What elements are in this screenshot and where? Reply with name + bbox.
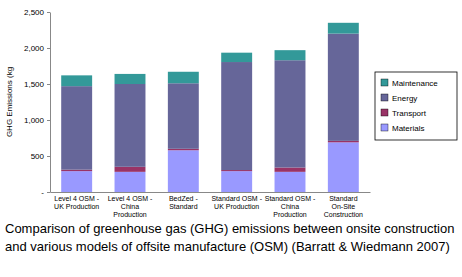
legend-swatch bbox=[381, 94, 388, 101]
tick: 1,000 bbox=[24, 116, 50, 125]
legend-item: Materials bbox=[381, 124, 424, 133]
tick-label-line: UK Production bbox=[54, 203, 99, 210]
tick-label: StandardOn-SiteConstruction bbox=[324, 195, 363, 218]
bar bbox=[61, 170, 92, 171]
tick-label: 2,000 bbox=[24, 44, 45, 53]
tick-label: Standard OSM -UK Production bbox=[211, 195, 262, 210]
y-axis: - 500 1,000 1,500 2,000 2,500 bbox=[24, 8, 51, 197]
chart: -5001,0001,5002,0002,500Level 4 OSM -UK … bbox=[0, 0, 462, 277]
tick-mark bbox=[47, 192, 50, 193]
bar bbox=[221, 62, 252, 170]
tick: Standard OSM -UK Production bbox=[211, 192, 262, 210]
bar bbox=[168, 149, 199, 150]
tick-label-line: Standard bbox=[329, 195, 358, 202]
bar bbox=[168, 72, 199, 84]
tick: 2,500 bbox=[24, 8, 50, 17]
bar bbox=[275, 50, 306, 60]
legend-item: Transport bbox=[381, 109, 427, 118]
tick-label: - bbox=[41, 188, 44, 197]
bar bbox=[328, 142, 359, 192]
series bbox=[61, 141, 359, 172]
tick-mark bbox=[47, 156, 50, 157]
tick-label: 2,500 bbox=[24, 8, 45, 17]
bar bbox=[275, 60, 306, 167]
bar bbox=[275, 172, 306, 192]
tick-label-line: China bbox=[121, 203, 139, 210]
tick-label-line: Standard OSM - bbox=[211, 195, 262, 202]
tick-label: Standard OSM -ChinaProduction bbox=[265, 195, 316, 218]
tick-mark bbox=[47, 12, 50, 13]
axis-line bbox=[51, 192, 371, 193]
title: Comparison of greenhouse gas (GHG) emiss… bbox=[5, 221, 454, 236]
tick-label-line: BedZed - bbox=[169, 195, 198, 202]
tick-label-line: Production bbox=[273, 211, 307, 218]
legend-frame bbox=[375, 72, 457, 140]
bar bbox=[328, 34, 359, 141]
tick: 2,000 bbox=[24, 44, 50, 53]
bar bbox=[221, 171, 252, 192]
bar bbox=[115, 172, 146, 192]
tick-label: 1,500 bbox=[24, 80, 45, 89]
tick-label-line: Standard bbox=[169, 203, 198, 210]
bar bbox=[168, 150, 199, 192]
bar bbox=[221, 53, 252, 62]
tick-mark bbox=[47, 84, 50, 85]
tick-mark bbox=[47, 120, 50, 121]
tick-label-line: Level 4 OSM - bbox=[108, 195, 153, 202]
tick-label: 1,000 bbox=[24, 116, 45, 125]
tick-label-line: Standard OSM - bbox=[265, 195, 316, 202]
legend-label: Transport bbox=[392, 109, 427, 118]
tick-label: Level 4 OSM -UK Production bbox=[54, 195, 100, 210]
tick-label: Level 4 OSM -ChinaProduction bbox=[108, 195, 153, 218]
tick-label-line: Level 4 OSM - bbox=[54, 195, 99, 202]
bar bbox=[115, 167, 146, 172]
bar bbox=[328, 23, 359, 34]
tick-label-line: China bbox=[281, 203, 299, 210]
bar bbox=[115, 74, 146, 84]
tick-mark bbox=[47, 48, 50, 49]
axis-title: GHG Emissions (kg bbox=[5, 67, 14, 137]
series bbox=[61, 142, 359, 192]
bar bbox=[61, 86, 92, 170]
legend-swatch bbox=[381, 109, 388, 116]
bar bbox=[328, 141, 359, 142]
tick: 1,500 bbox=[24, 80, 50, 89]
tick-label: 500 bbox=[31, 152, 45, 161]
tick: StandardOn-SiteConstruction bbox=[324, 192, 363, 218]
tick: 500 bbox=[31, 152, 50, 161]
axis-line bbox=[50, 13, 51, 193]
tick-label-line: Production bbox=[113, 211, 147, 218]
series bbox=[61, 23, 359, 86]
tick: BedZed -Standard bbox=[169, 192, 198, 210]
legend-item: Maintenance bbox=[381, 79, 438, 88]
tick-label: BedZed -Standard bbox=[169, 195, 198, 210]
bars bbox=[61, 23, 359, 192]
legend-label: Materials bbox=[392, 124, 424, 133]
bar bbox=[221, 170, 252, 171]
legend-label: Energy bbox=[392, 94, 417, 103]
legend: Maintenance Energy Transport Materials bbox=[375, 72, 457, 140]
bar bbox=[115, 84, 146, 167]
legend-swatch bbox=[381, 79, 388, 86]
tick-label-line: UK Production bbox=[214, 203, 259, 210]
bar bbox=[61, 75, 92, 86]
bar bbox=[168, 83, 199, 149]
legend-swatch bbox=[381, 124, 388, 131]
legend-label: Maintenance bbox=[392, 79, 438, 88]
tick: Level 4 OSM -UK Production bbox=[54, 192, 100, 210]
bar bbox=[61, 171, 92, 192]
title: and various models of offsite manufactur… bbox=[5, 239, 450, 254]
x-axis: Level 4 OSM -UK ProductionLevel 4 OSM -C… bbox=[51, 192, 371, 218]
tick-label-line: On-Site bbox=[331, 203, 355, 210]
bar bbox=[275, 168, 306, 172]
legend-item: Energy bbox=[381, 94, 417, 103]
tick: - bbox=[41, 188, 50, 197]
tick: Standard OSM -ChinaProduction bbox=[265, 192, 316, 218]
series bbox=[61, 34, 359, 170]
tick-label-line: Construction bbox=[324, 211, 363, 218]
tick: Level 4 OSM -ChinaProduction bbox=[108, 192, 153, 218]
